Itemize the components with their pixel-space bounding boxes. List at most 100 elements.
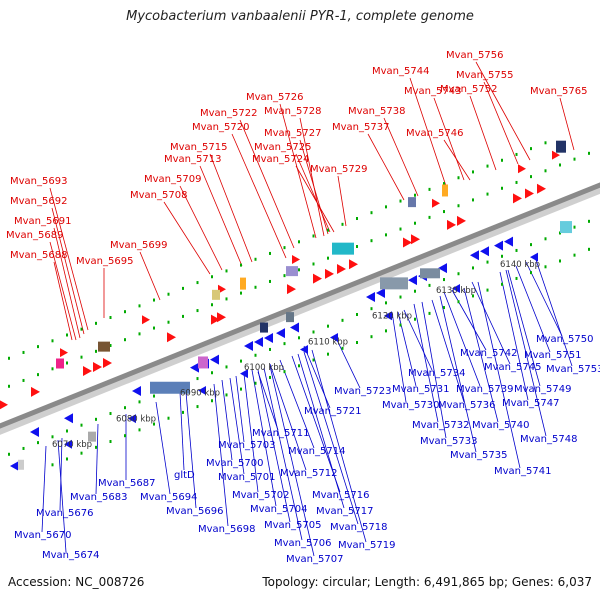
gene-label: Mvan_5707 (286, 554, 343, 565)
track-dot (211, 275, 213, 279)
track-dot (269, 279, 271, 283)
track-dot (298, 240, 300, 244)
leader-line (403, 309, 433, 371)
gene-label: Mvan_5705 (264, 520, 321, 531)
gene-label: Mvan_5735 (450, 450, 507, 461)
track-dot (530, 243, 532, 247)
leader-line (51, 207, 85, 335)
gene-label: Mvan_5737 (332, 122, 389, 133)
forward-gene-arrow (287, 284, 296, 295)
track-dot (399, 227, 402, 231)
track-dot (385, 329, 387, 333)
gene-label: Mvan_5709 (144, 174, 201, 185)
track-dot (138, 400, 141, 404)
gene-feature-block (286, 312, 294, 323)
gene-label: Mvan_5714 (288, 446, 345, 457)
forward-gene-arrow (337, 264, 346, 275)
gene-label: Mvan_5716 (312, 490, 369, 501)
leader-line (443, 139, 471, 181)
track-dot (544, 265, 547, 269)
leader-line (49, 187, 89, 331)
track-dot (124, 338, 126, 342)
gene-label: Mvan_5676 (36, 508, 93, 519)
gene-label: Mvan_5712 (280, 468, 337, 479)
gene-label: Mvan_5715 (170, 142, 227, 153)
track-dot (312, 330, 315, 334)
forward-gene-arrow (447, 219, 456, 230)
track-dot (283, 342, 286, 346)
reverse-gene-arrow (132, 385, 141, 396)
track-dot (443, 278, 445, 282)
leader-line (209, 153, 253, 263)
reverse-gene-arrow (452, 283, 460, 293)
leader-line (413, 303, 439, 423)
gene-label: Mvan_5720 (192, 122, 249, 133)
track-dot (66, 361, 68, 365)
gene-label: Mvan_5726 (246, 92, 303, 103)
leader-line (451, 289, 487, 351)
track-dot (530, 147, 532, 151)
forward-gene-arrow (325, 268, 334, 279)
leader-line (257, 371, 279, 431)
track-dot (22, 378, 25, 382)
track-dot (486, 164, 489, 168)
leader-line (299, 117, 325, 237)
leader-line (421, 301, 447, 439)
forward-gene-arrow (103, 358, 112, 369)
track-dot (51, 463, 54, 467)
forward-leader-lines (49, 61, 575, 341)
track-dot (211, 371, 213, 375)
gene-label: Mvan_5724 (252, 154, 309, 165)
forward-gene-arrow (457, 215, 466, 226)
kbp-tick-label: 6110 kbp (308, 337, 348, 347)
track-dot (95, 445, 97, 449)
track-dot (109, 316, 112, 320)
track-dot (283, 246, 286, 250)
leader-line (269, 363, 307, 471)
gene-label: Mvan_5732 (412, 420, 469, 431)
track-dot (414, 193, 416, 197)
track-dot (22, 446, 25, 450)
gene-feature-block (198, 356, 208, 369)
leader-line (179, 391, 185, 471)
leader-line (57, 439, 67, 553)
gene-label: Mvan_5704 (250, 504, 307, 515)
track-dot (544, 237, 547, 241)
gene-label: Mvan_5688 (10, 250, 67, 261)
gene-label: Mvan_5701 (218, 472, 275, 483)
gene-label: Mvan_5729 (310, 164, 367, 175)
track-dot (225, 365, 228, 369)
reverse-gene-arrow (330, 332, 338, 342)
map-title: Mycobacterium vanbaalenii PYR-1, complet… (126, 9, 474, 24)
forward-gene-arrow (0, 400, 8, 410)
track-dot (428, 311, 431, 315)
reverse-gene-arrow (408, 275, 417, 286)
track-dot (472, 198, 474, 202)
track-dot (211, 399, 213, 403)
gene-label: Mvan_5722 (200, 108, 257, 119)
gene-label: Mvan_5727 (264, 128, 321, 139)
track-dot (51, 339, 54, 343)
track-dot (95, 321, 97, 325)
track-dot (515, 276, 518, 280)
gene-label: Mvan_5747 (502, 398, 559, 409)
track-dot (298, 268, 300, 272)
leader-line (59, 437, 63, 511)
gene-label: Mvan_5734 (408, 368, 465, 379)
track-dot (501, 158, 503, 162)
gene-label: Mvan_5683 (70, 492, 127, 503)
track-dot (341, 346, 344, 350)
track-dot (370, 335, 373, 339)
track-dot (109, 440, 112, 444)
track-dot (153, 394, 155, 398)
forward-gene-arrow (403, 237, 412, 248)
gene-feature-block (98, 341, 110, 352)
track-dot (501, 282, 503, 286)
track-dot (341, 318, 344, 322)
track-dot (196, 281, 199, 285)
track-dot (240, 291, 242, 295)
leader-line (335, 337, 361, 389)
gene-label: Mvan_5717 (316, 506, 373, 517)
forward-gene-arrow (217, 312, 226, 323)
